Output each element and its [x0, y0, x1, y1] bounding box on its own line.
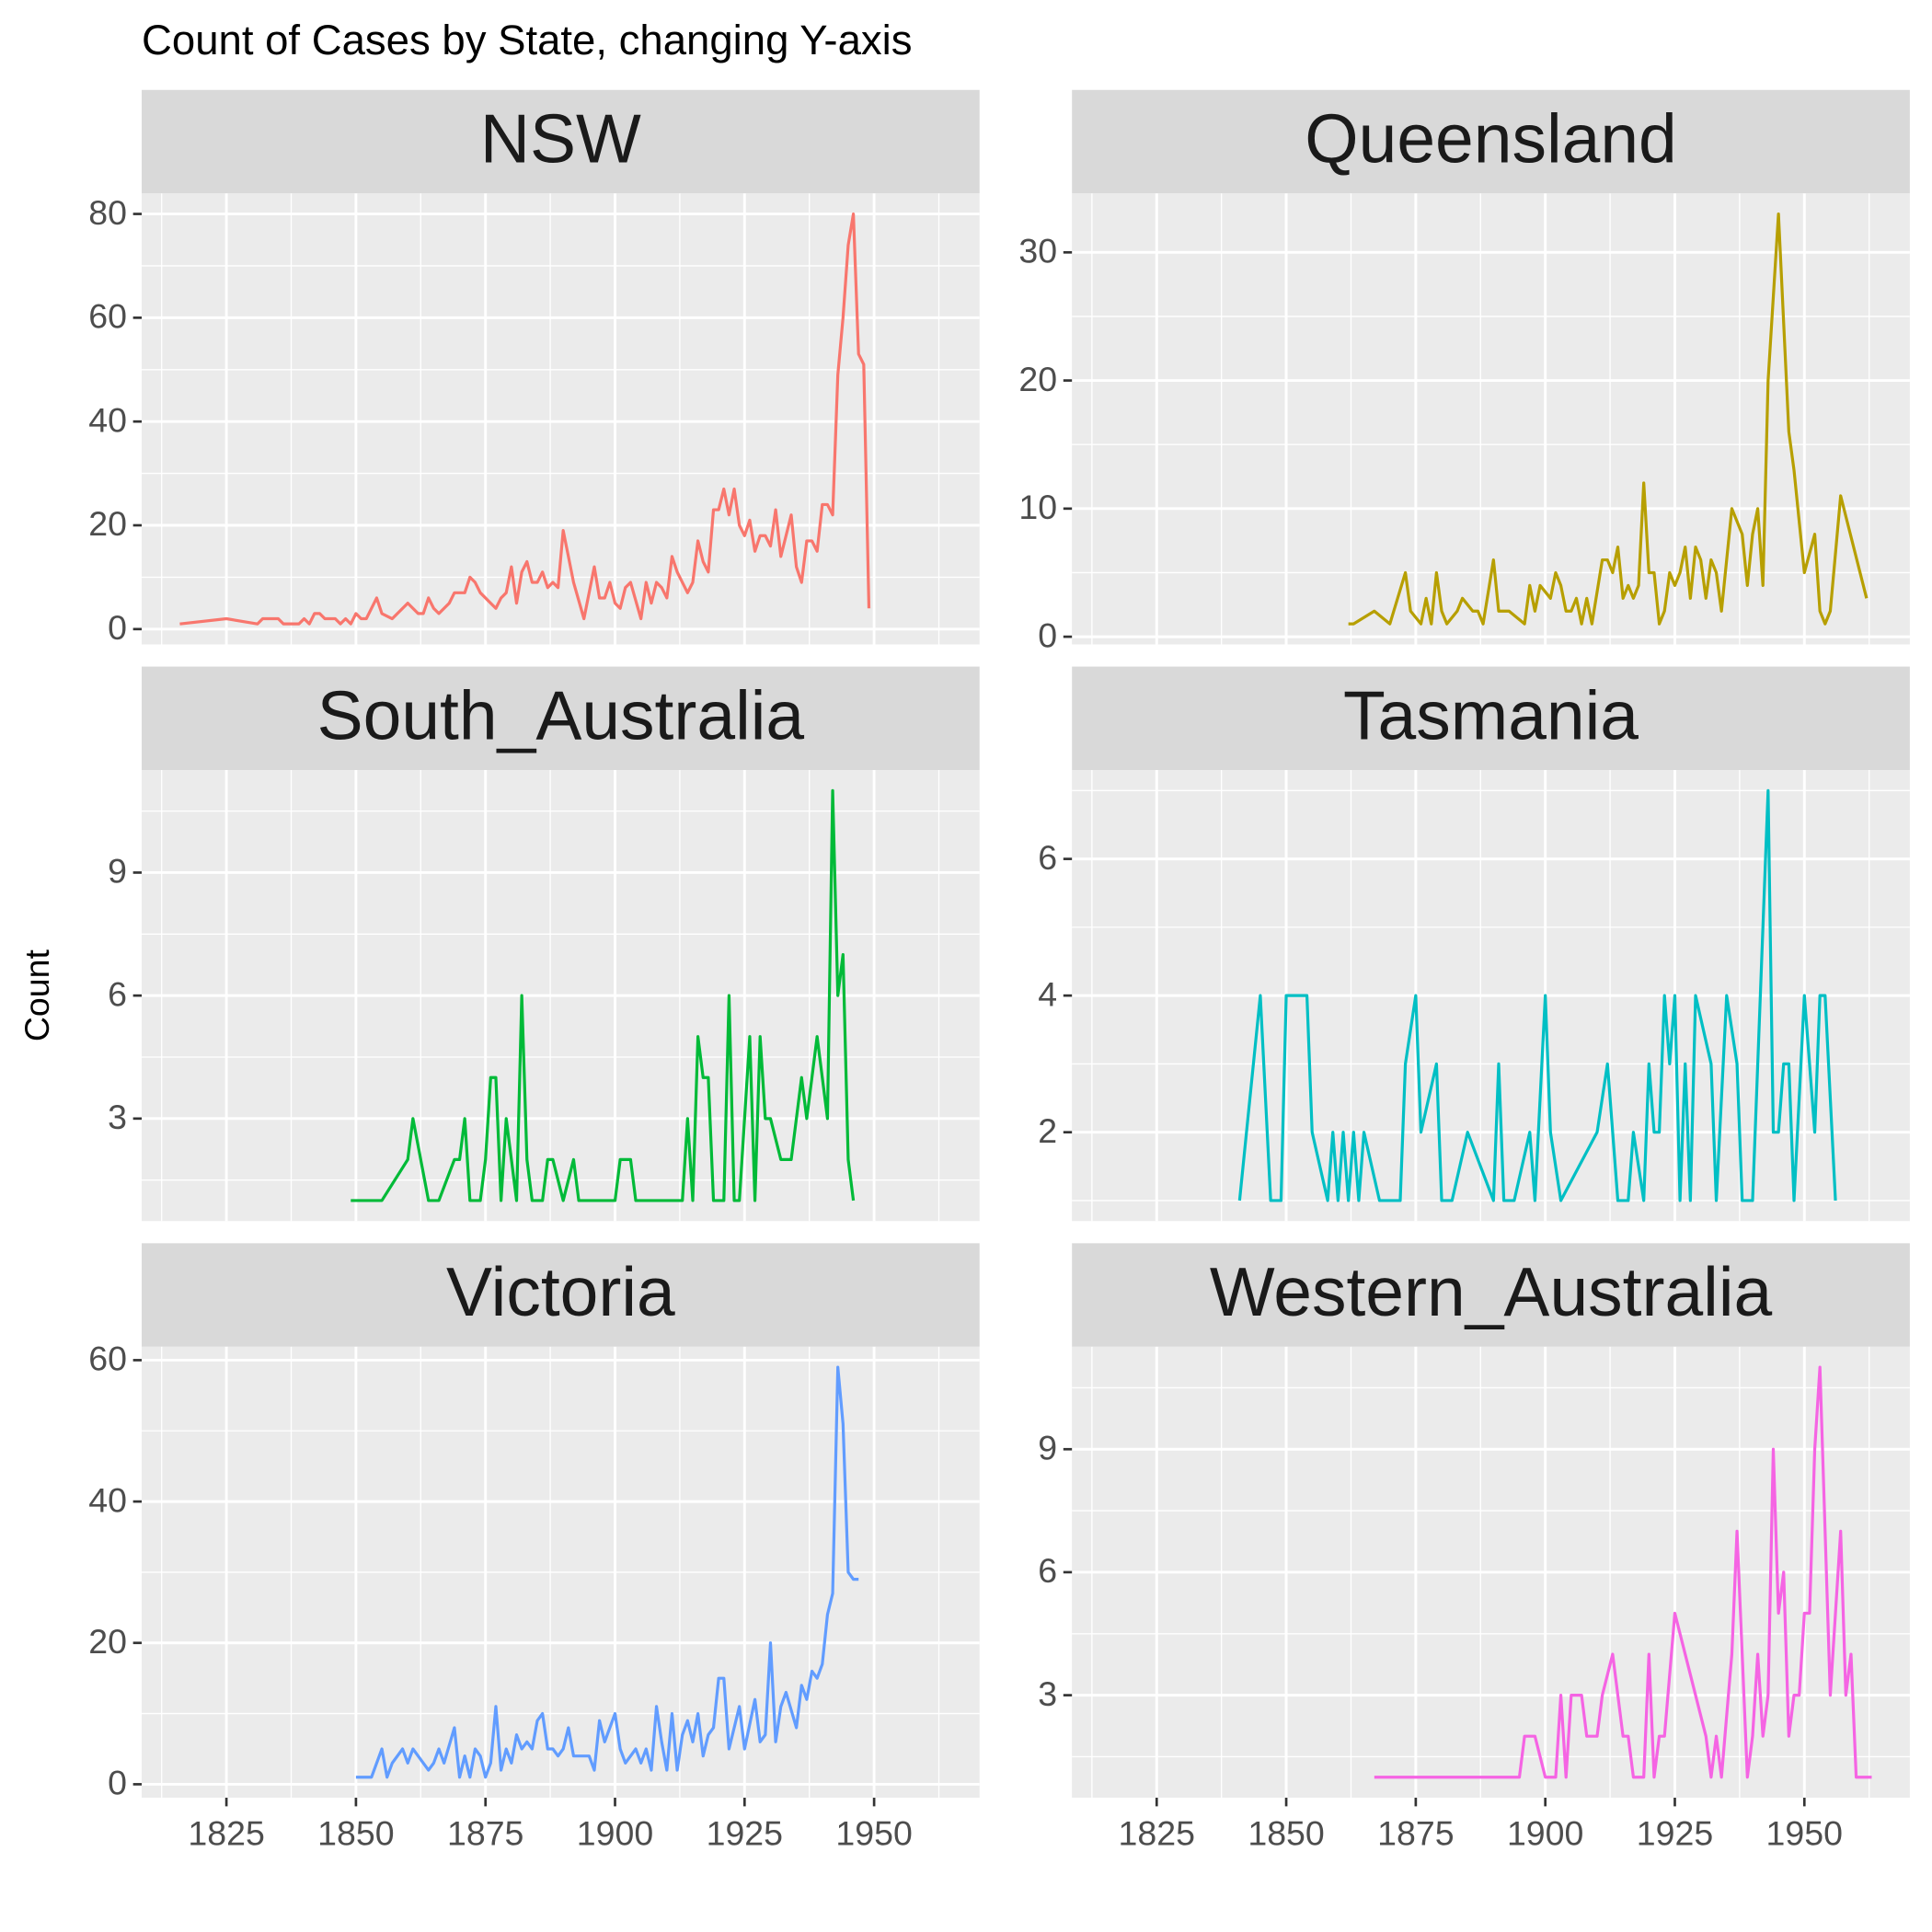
y-tick-label: 20 — [1018, 360, 1057, 398]
data-line — [179, 212, 871, 626]
x-tick-label: 1875 — [1377, 1813, 1454, 1852]
y-tick-label: 30 — [1018, 232, 1057, 270]
y-axis-label: Count — [17, 949, 56, 1042]
x-tick-label: 1950 — [835, 1813, 912, 1852]
x-tick-label: 1925 — [1637, 1813, 1713, 1852]
panel-title: Victoria — [446, 1253, 675, 1330]
y-tick-label: 40 — [88, 1480, 127, 1519]
y-tick-label: 6 — [108, 974, 127, 1013]
y-tick-label: 3 — [108, 1098, 127, 1136]
x-tick-label: 1850 — [1248, 1813, 1324, 1852]
x-tick-label: 1850 — [317, 1813, 394, 1852]
data-line — [1237, 788, 1837, 1202]
y-tick-label: 6 — [1038, 1551, 1057, 1590]
data-line — [1374, 1365, 1872, 1779]
panel-title: NSW — [480, 100, 641, 178]
y-tick-label: 40 — [88, 400, 127, 439]
panel-title: Tasmania — [1343, 676, 1639, 753]
y-tick-label: 9 — [108, 852, 127, 891]
panel-title: Western_Australia — [1210, 1253, 1773, 1330]
y-tick-label: 4 — [1038, 974, 1057, 1013]
chart-title: Count of Cases by State, changing Y-axis — [142, 17, 913, 63]
y-tick-label: 2 — [1038, 1111, 1057, 1150]
y-tick-label: 0 — [108, 1764, 127, 1802]
y-tick-label: 20 — [88, 1622, 127, 1661]
x-tick-label: 1925 — [707, 1813, 783, 1852]
y-tick-label: 60 — [88, 297, 127, 336]
strip — [142, 1243, 980, 1347]
y-tick-label: 0 — [1038, 615, 1057, 654]
strip — [1072, 89, 1910, 194]
x-tick-label: 1875 — [447, 1813, 523, 1852]
y-tick-label: 9 — [1038, 1428, 1057, 1466]
panel-title: South_Australia — [317, 676, 805, 753]
y-tick-label: 60 — [88, 1340, 127, 1378]
x-tick-label: 1825 — [1119, 1813, 1195, 1852]
strip — [1072, 1243, 1910, 1347]
y-tick-label: 0 — [108, 608, 127, 647]
data-line — [351, 788, 856, 1202]
y-tick-label: 6 — [1038, 838, 1057, 877]
data-line — [355, 1365, 859, 1779]
y-tick-label: 3 — [1038, 1674, 1057, 1713]
panel-title: Queensland — [1305, 100, 1676, 178]
x-tick-label: 1825 — [188, 1813, 264, 1852]
y-tick-label: 20 — [88, 504, 127, 543]
x-tick-label: 1950 — [1766, 1813, 1843, 1852]
x-tick-label: 1900 — [577, 1813, 653, 1852]
x-tick-label: 1900 — [1507, 1813, 1583, 1852]
y-tick-label: 10 — [1018, 488, 1057, 526]
data-line — [1348, 212, 1869, 626]
strip — [1072, 666, 1910, 771]
strip — [142, 89, 980, 194]
strip — [142, 666, 980, 771]
y-tick-label: 80 — [88, 193, 127, 232]
